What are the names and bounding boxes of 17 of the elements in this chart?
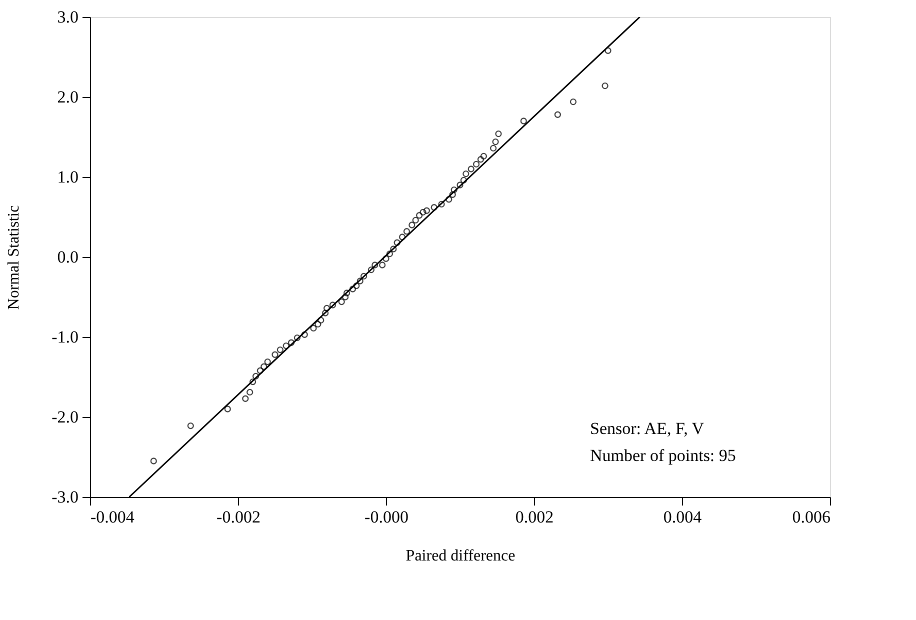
x-tick-label: -0.002	[216, 508, 260, 526]
y-tick-label: -1.0	[52, 328, 78, 346]
x-tick-label: 0.004	[663, 508, 702, 526]
y-tick-label: 0.0	[57, 248, 78, 266]
x-tick-label: 0.002	[515, 508, 554, 526]
x-tick-label: -0.000	[364, 508, 408, 526]
y-tick-label: 3.0	[57, 8, 78, 26]
x-axis-title: Paired difference	[406, 548, 516, 564]
y-tick-label: -2.0	[52, 408, 78, 426]
y-axis-title: Normal Statistic	[6, 205, 23, 310]
x-tick-label: 0.006	[792, 508, 830, 526]
y-tick-label: -3.0	[52, 488, 78, 506]
y-tick-label: 2.0	[57, 88, 78, 106]
annotation: Number of points: 95	[590, 446, 736, 465]
y-tick-label: 1.0	[57, 168, 78, 186]
annotation: Sensor: AE, F, V	[590, 419, 705, 438]
x-tick-label: -0.004	[90, 508, 135, 526]
